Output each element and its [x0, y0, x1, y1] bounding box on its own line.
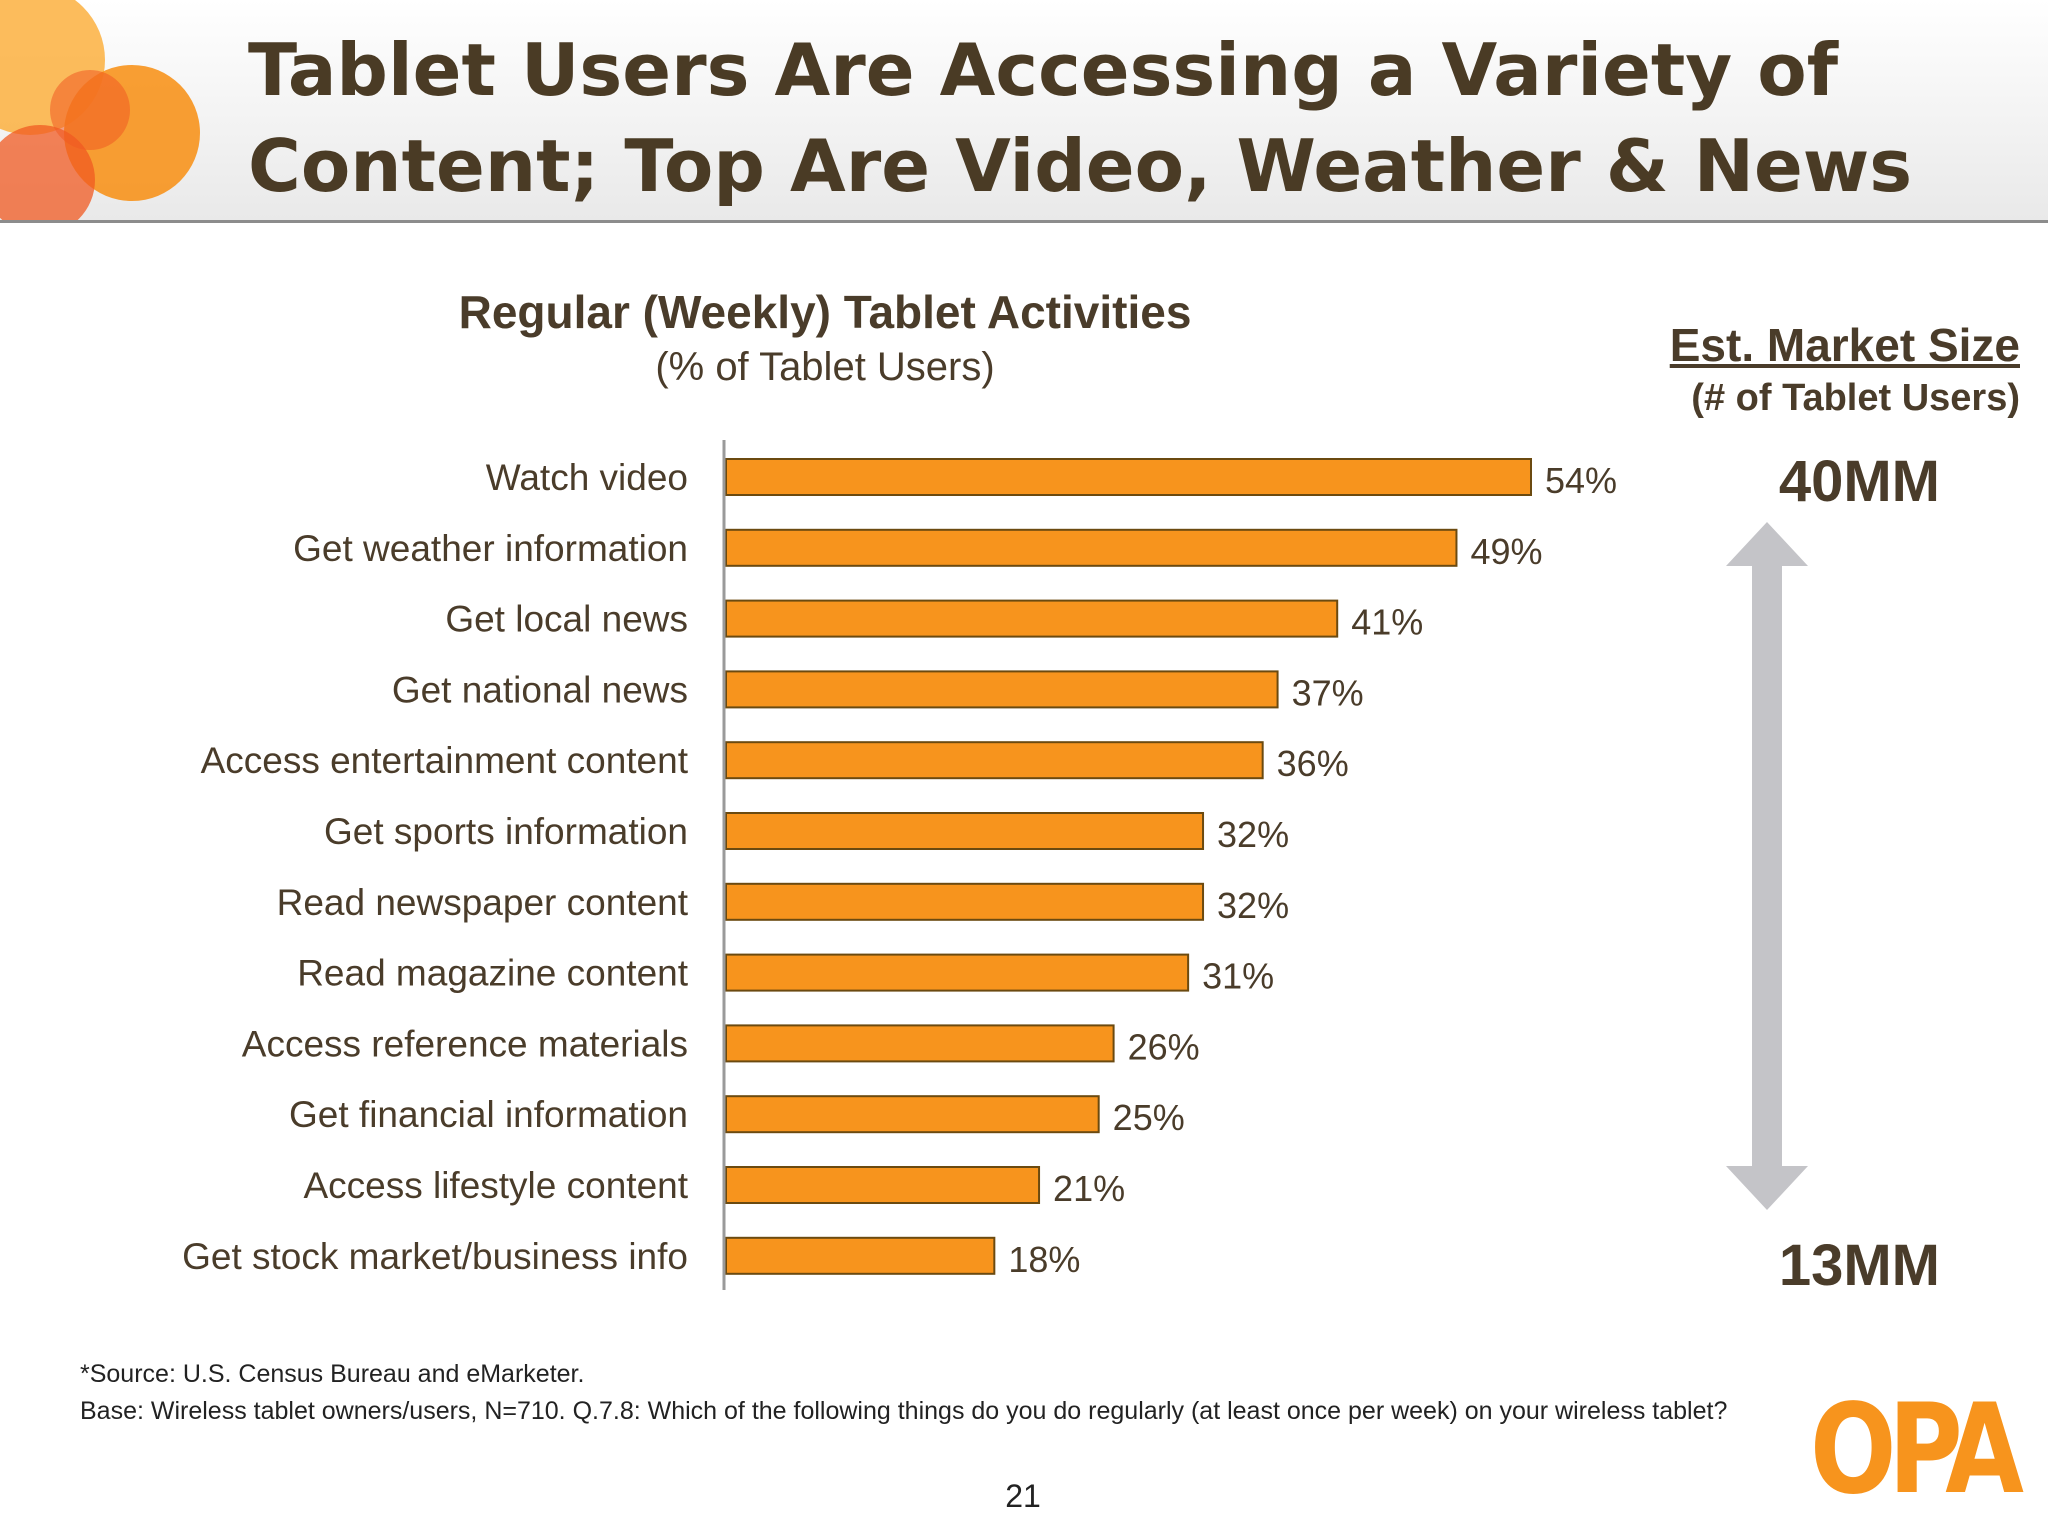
slide-header: Tablet Users Are Accessing a Variety of …: [0, 0, 2048, 223]
category-label: Access entertainment content: [201, 740, 689, 781]
value-label: 25%: [1113, 1097, 1185, 1138]
bar-11: [725, 1236, 996, 1275]
base-footnote: Base: Wireless tablet owners/users, N=71…: [80, 1397, 1728, 1425]
bar-1: [725, 528, 1458, 567]
category-label: Get weather information: [293, 528, 688, 569]
value-label: 26%: [1128, 1026, 1200, 1067]
bar-10: [725, 1166, 1041, 1204]
bar-4: [725, 741, 1264, 780]
category-label: Get financial information: [289, 1094, 688, 1135]
market-size-subtitle: (# of Tablet Users): [1691, 377, 2020, 419]
market-size-title: Est. Market Size: [1669, 319, 2020, 371]
category-label: Read newspaper content: [277, 882, 689, 923]
category-label: Access lifestyle content: [303, 1165, 688, 1206]
category-label: Get stock market/business info: [182, 1236, 688, 1277]
market-size-arrow: [1726, 522, 1808, 1210]
value-label: 36%: [1277, 743, 1349, 784]
bar-8: [725, 1024, 1115, 1063]
bar-6: [725, 882, 1205, 921]
category-label: Read magazine content: [297, 953, 689, 994]
bar-5: [725, 812, 1205, 850]
slide-title-line-2: Content; Top Are Video, Weather & News: [248, 124, 1913, 208]
page-number: 21: [1005, 1478, 1041, 1514]
chart-title: Regular (Weekly) Tablet Activities: [458, 286, 1192, 338]
value-label: 37%: [1292, 672, 1364, 713]
value-label: 21%: [1053, 1168, 1125, 1209]
value-label: 41%: [1351, 602, 1423, 643]
category-label: Access reference materials: [242, 1023, 688, 1064]
chart-subtitle: (% of Tablet Users): [655, 345, 995, 389]
market-size-bottom-value: 13MM: [1778, 1233, 1940, 1298]
bar-0: [725, 458, 1532, 496]
bar-7: [725, 953, 1190, 992]
orange-circles-decoration: [0, 0, 200, 220]
category-label: Get sports information: [324, 811, 688, 852]
value-label: 18%: [1008, 1239, 1080, 1280]
value-label: 49%: [1470, 531, 1542, 572]
slide-title-line-1: Tablet Users Are Accessing a Variety of: [248, 28, 1839, 112]
value-label: 32%: [1217, 885, 1289, 926]
source-footnote: *Source: U.S. Census Bureau and eMarkete…: [80, 1360, 585, 1388]
category-label: Watch video: [486, 457, 688, 498]
category-label: Get national news: [392, 669, 688, 710]
double-arrow-icon: [1726, 522, 1808, 1210]
value-label: 32%: [1217, 814, 1289, 855]
slide-title: Tablet Users Are Accessing a Variety of …: [248, 22, 2008, 214]
bar-9: [725, 1095, 1100, 1134]
bar-3: [725, 670, 1279, 709]
opa-logo: OPA: [1810, 1378, 2024, 1522]
value-label: 54%: [1545, 460, 1617, 501]
market-size-top-value: 40MM: [1778, 449, 1940, 514]
value-label: 31%: [1202, 956, 1274, 997]
bar-2: [725, 599, 1339, 638]
category-label: Get local news: [445, 599, 688, 640]
